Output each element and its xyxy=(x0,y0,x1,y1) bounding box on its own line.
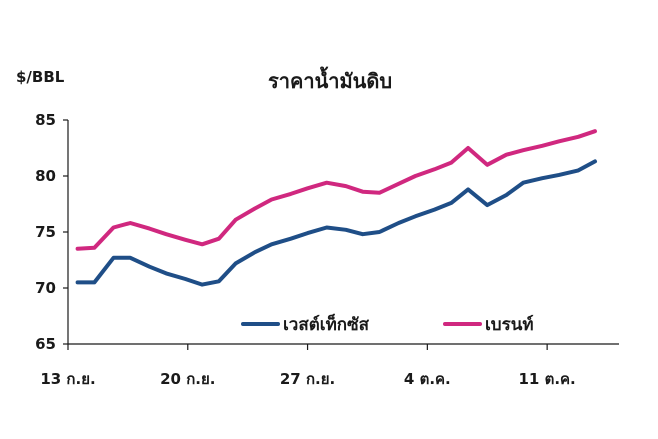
legend: เวสต์เท็กซัส เบรนท์ xyxy=(241,312,534,335)
y-tick-label: 70 xyxy=(35,279,56,297)
axes xyxy=(67,120,619,345)
y-axis-ticks: 65 70 75 80 85 xyxy=(35,111,68,353)
x-tick-label: 27 ก.ย. xyxy=(280,370,335,388)
legend-label-wti: เวสต์เท็กซัส xyxy=(283,312,370,335)
x-tick-label: 20 ก.ย. xyxy=(160,370,215,388)
series-line-wti xyxy=(75,159,597,287)
chart-title: ราคาน้ำมันดิบ xyxy=(268,66,392,93)
y-tick-label: 75 xyxy=(35,223,56,241)
y-axis-unit-label: $/BBL xyxy=(16,68,65,86)
series-line-brent xyxy=(75,129,597,251)
x-tick-label: 13 ก.ย. xyxy=(40,370,95,388)
y-tick-label: 85 xyxy=(35,111,56,129)
series-layer xyxy=(75,129,597,287)
x-tick-label: 11 ต.ค. xyxy=(518,370,575,388)
legend-label-brent: เบรนท์ xyxy=(485,314,534,335)
legend-item-wti: เวสต์เท็กซัส xyxy=(241,312,370,335)
x-axis-ticks: 13 ก.ย. 20 ก.ย. 27 ก.ย. 4 ต.ค. 11 ต.ค. xyxy=(40,344,576,388)
x-tick-label: 4 ต.ค. xyxy=(404,370,451,388)
legend-item-brent: เบรนท์ xyxy=(443,314,534,335)
y-tick-label: 80 xyxy=(35,167,56,185)
y-tick-label: 65 xyxy=(35,335,56,353)
